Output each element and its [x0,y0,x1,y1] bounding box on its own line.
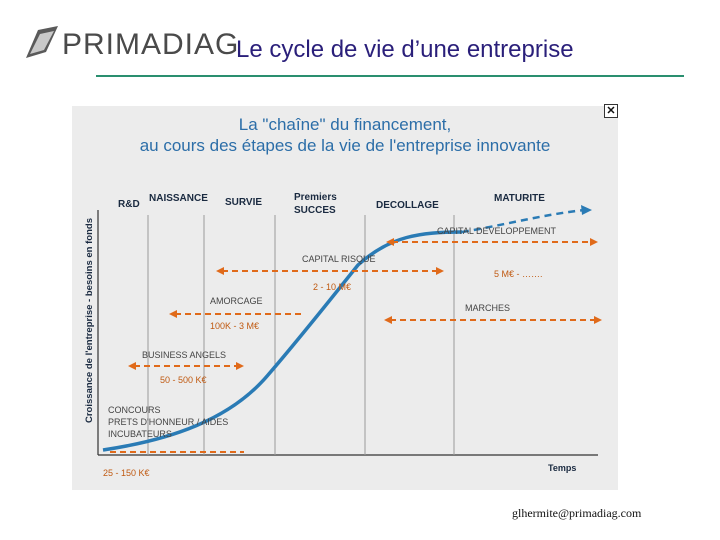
diagram-title-line2: au cours des étapes de la vie de l'entre… [139,136,551,155]
footer-email: glhermite@primadiag.com [512,506,642,520]
label-prets-honneur: PRETS D'HONNEUR / AIDES [108,417,228,427]
growth-curve-projection [461,208,586,234]
stage-label-decollage: DECOLLAGE [376,200,439,211]
financing-chain-diagram [72,106,618,490]
label-business-angels: BUSINESS ANGELS [142,350,226,360]
arrowhead-icon [594,316,602,324]
diagram-title-line1: La "chaîne" du financement, [238,115,452,134]
logo-mark-icon [26,26,58,58]
stage-label-maturite: MATURITE [494,193,545,204]
stage-label-rd: R&D [118,199,140,210]
arrowhead-icon [236,362,244,370]
arrowhead-icon [590,238,598,246]
stage-label-succes: SUCCES [294,205,336,216]
arrowhead-icon [128,362,136,370]
x-axis-label: Temps [548,463,576,473]
growth-arrowhead-icon [581,205,592,215]
label-incubateurs: INCUBATEURS [108,429,172,439]
arrowhead-icon [216,267,224,275]
arrowhead-icon [384,316,392,324]
arrowhead-icon [436,267,444,275]
label-marches: MARCHES [465,303,510,313]
label-capital-developpement: CAPITAL DEVELOPPEMENT [437,226,557,236]
stage-label-survie: SURVIE [225,197,262,208]
logo-wordmark: PRIMADIAG [62,28,240,61]
arrowhead-icon [169,310,177,318]
close-icon[interactable]: ✕ [604,104,618,118]
title-divider [96,75,684,77]
arrowhead-icon [386,238,394,246]
amount-capital-developpement: 5 M€ - ……. [494,269,543,279]
stage-label-naissance: NAISSANCE [149,193,208,204]
growth-curve [102,230,463,452]
stage-label-premiers: Premiers [294,192,337,203]
y-axis-label: Croissance de l'entreprise - besoins en … [84,218,95,423]
amount-capital-risque: 2 - 10 M€ [313,282,351,292]
slide-title: Le cycle de vie d’une entreprise [236,36,574,63]
amount-incubateurs: 25 - 150 K€ [103,468,150,478]
amount-business-angels: 50 - 500 K€ [160,375,207,385]
amount-amorcage: 100K - 3 M€ [210,321,259,331]
label-amorcage: AMORCAGE [210,296,263,306]
primadiag-logo: PRIMADIAG [24,24,274,64]
label-capital-risque: CAPITAL RISQUE [302,254,376,264]
label-concours: CONCOURS [108,405,161,415]
diagram-title: La "chaîne" du financement, au cours des… [72,114,618,156]
